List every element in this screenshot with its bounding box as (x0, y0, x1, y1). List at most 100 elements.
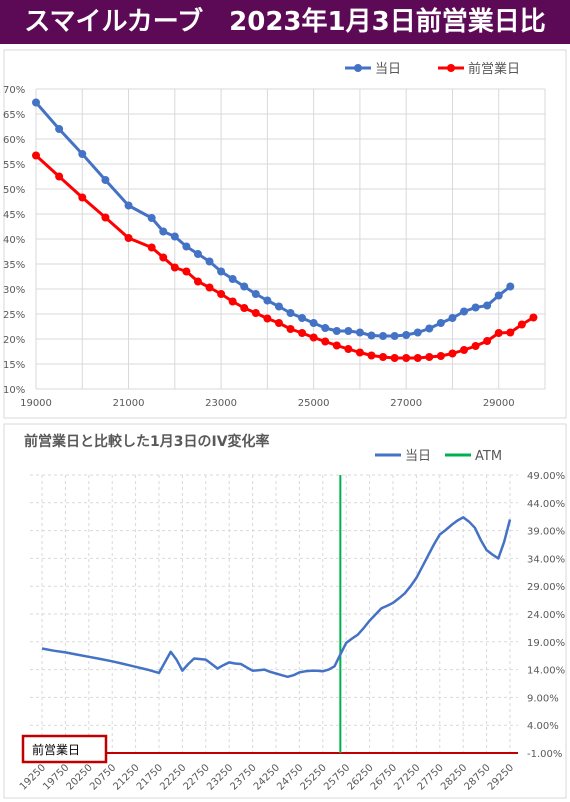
chart1-y-tick-label: 45% (3, 210, 25, 221)
chart2-y-tick-label: 49.00% (527, 471, 565, 482)
chart1-point-current (124, 201, 133, 210)
chart1-point-current (379, 332, 388, 340)
chart1-point-current (274, 302, 283, 311)
chart1-point-current (483, 301, 492, 310)
iv-change-chart: 前営業日と比較した1月3日のIV変化率 49.00% 44.00% 39.00% 34.… (3, 423, 567, 799)
chart1-point-previous (448, 349, 457, 358)
chart1-point-previous (124, 234, 133, 242)
chart1-point-current (332, 327, 341, 335)
chart1-point-current (32, 98, 40, 107)
chart2-x-tick-label: 29250 (486, 762, 516, 792)
chart1-point-previous (101, 213, 110, 222)
chart2-previous-day-label: 前営業日 (32, 742, 80, 757)
chart2-y-tick-label: -1.00% (527, 749, 562, 760)
chart1-point-previous (517, 320, 526, 329)
chart1-point-previous (205, 283, 214, 292)
chart1-y-tick-label: 50% (3, 185, 25, 196)
chart1-y-tick-label: 20% (3, 335, 25, 346)
chart2-y-tick-label: 4.00% (527, 721, 559, 732)
chart1-point-current (471, 303, 480, 312)
chart1-frame (3, 49, 567, 419)
chart1-x-tick-label: 19000 (20, 398, 52, 409)
chart1-point-previous (32, 151, 40, 160)
chart1-point-current (286, 309, 295, 317)
chart2-y-tick-label: 24.00% (527, 610, 565, 621)
chart2-legend: 当日 ATM (375, 449, 502, 464)
chart1-point-current (182, 242, 191, 251)
chart1-point-previous (460, 346, 469, 354)
chart1-point-current (448, 314, 457, 322)
chart1-point-previous (436, 352, 445, 360)
chart1-point-previous (182, 267, 191, 276)
chart1-point-current (344, 327, 353, 335)
chart1-point-previous (286, 325, 295, 333)
chart1-point-current (298, 314, 307, 322)
chart1-y-tick-label: 70% (3, 85, 25, 96)
chart1-y-tick-label: 15% (3, 360, 25, 371)
chart1-point-current (494, 291, 503, 300)
chart1-point-previous (170, 263, 179, 272)
chart1-legend-marker-previous (447, 64, 455, 72)
chart1-legend-label-previous: 前営業日 (468, 61, 520, 77)
chart1-point-previous (332, 341, 341, 350)
chart2-legend-label-atm: ATM (475, 449, 502, 464)
chart1-point-previous (298, 329, 307, 337)
chart1-point-current (251, 290, 260, 298)
chart1-point-previous (193, 277, 202, 286)
chart1-point-current (240, 282, 249, 291)
chart1-y-tick-label: 10% (3, 385, 25, 396)
chart1-point-current (147, 214, 156, 222)
chart1-point-current (436, 319, 445, 327)
chart1-point-previous (506, 328, 515, 337)
chart1-point-previous (240, 304, 249, 312)
chart1-legend-marker-current (354, 64, 362, 72)
chart1-point-previous (263, 314, 272, 323)
chart1-point-current (228, 275, 237, 283)
page-title: スマイルカーブ 2023年1月3日前営業日比 (24, 7, 546, 37)
chart2-y-tick-label: 44.00% (527, 499, 565, 510)
chart1-x-tick-label: 27000 (390, 398, 422, 409)
chart1-point-previous (529, 313, 538, 322)
chart1-point-previous (413, 354, 422, 362)
chart1-y-tick-label: 35% (3, 260, 25, 271)
chart1-point-current (402, 331, 411, 339)
chart1-x-tick-label: 21000 (113, 398, 145, 409)
chart1-point-previous (355, 348, 364, 357)
chart1-point-current (413, 328, 422, 337)
chart1-point-previous (402, 354, 411, 362)
chart1-point-previous (159, 253, 168, 262)
chart1-point-current (205, 257, 214, 266)
header-bar: スマイルカーブ 2023年1月3日前営業日比 (0, 0, 570, 44)
chart1-point-current (170, 232, 179, 241)
chart2-legend-label-current: 当日 (405, 449, 431, 464)
chart1-point-previous (425, 353, 434, 361)
chart1-point-previous (367, 351, 376, 360)
chart1-point-previous (217, 290, 226, 298)
chart1-point-current (309, 319, 318, 327)
chart1-x-tick-label: 29000 (483, 398, 515, 409)
chart1-point-current (101, 176, 110, 184)
chart1-y-tick-label: 65% (3, 110, 25, 121)
chart1-point-current (321, 324, 330, 332)
chart1-y-tick-label: 55% (3, 160, 25, 171)
chart1-point-previous (483, 337, 492, 345)
chart1-point-current (78, 150, 87, 158)
smile-curve-chart: 10% 15% 20% 25% 30% 35% 40% 45% 50% 55% 60% 65% 70% 1… (3, 49, 567, 419)
chart1-point-previous (344, 345, 353, 353)
chart1-point-current (460, 307, 469, 316)
chart1-point-previous (471, 342, 480, 350)
chart1-point-current (159, 227, 168, 236)
chart1-legend: 当日 前営業日 (345, 61, 520, 77)
chart1-point-previous (78, 193, 87, 202)
chart1-point-previous (309, 333, 318, 342)
chart1-point-previous (274, 319, 283, 327)
chart1-point-current (425, 324, 434, 333)
chart1-point-current (367, 331, 376, 340)
chart2-title: 前営業日と比較した1月3日のIV変化率 (24, 433, 270, 450)
chart2-y-tick-label: 39.00% (527, 527, 565, 538)
chart2-y-tick-label: 9.00% (527, 693, 559, 704)
chart1-x-tick-label: 25000 (298, 398, 330, 409)
chart1-point-current (390, 332, 399, 340)
chart1-point-previous (321, 337, 330, 346)
chart1-point-previous (55, 172, 64, 181)
